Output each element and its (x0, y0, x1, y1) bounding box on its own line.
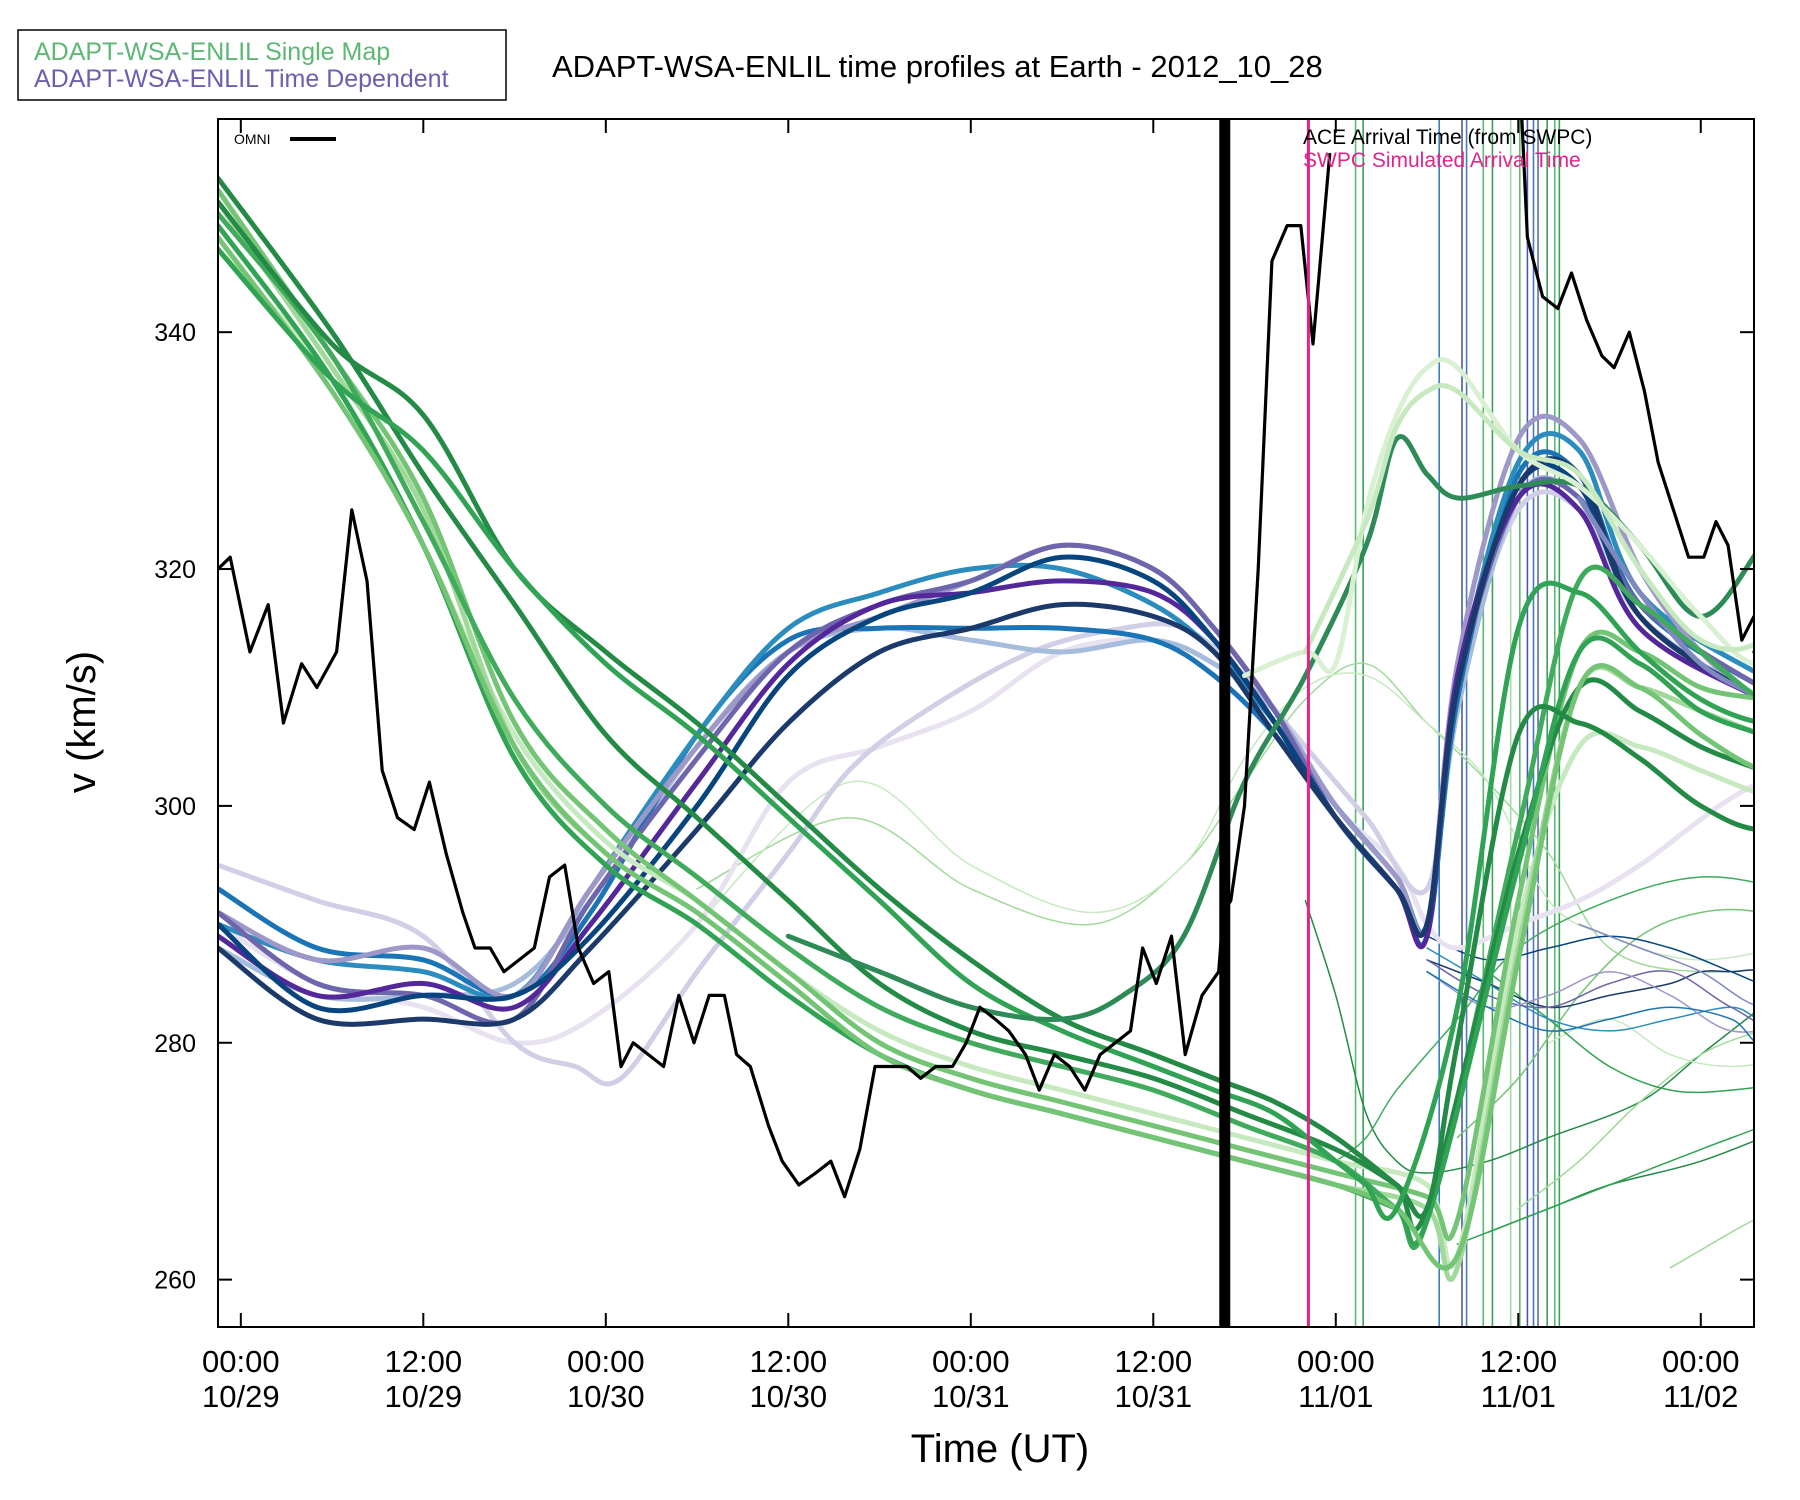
inplot-legend: OMNI ACE Arrival Time (from SWPC) SWPC S… (234, 126, 1592, 172)
series-line-thin-ensemble-29 (1335, 875, 1754, 1162)
series-line-thin-ensemble-30 (1456, 908, 1754, 1139)
axis-ticks: 26028030032034000:0010/2912:0010/2900:00… (154, 119, 1754, 1414)
x-tick-date-7: 11/01 (1481, 1379, 1556, 1414)
series-line-thin-ensemble-27 (696, 672, 1754, 961)
series-line-single-map-16 (218, 187, 1754, 1242)
y-axis-label: v (km/s) (60, 651, 104, 793)
x-tick-time-5: 12:00 (1114, 1344, 1192, 1379)
series-line-single-map-23 (785, 434, 1754, 1022)
x-tick-date-0: 10/29 (202, 1379, 280, 1414)
x-tick-date-4: 10/31 (932, 1379, 1010, 1414)
x-tick-date-3: 10/30 (750, 1379, 828, 1414)
series-line-thin-ensemble-42 (1578, 923, 1754, 1006)
series-line-thin-ensemble-38 (1426, 947, 1754, 1032)
x-tick-date-6: 11/01 (1298, 1379, 1373, 1414)
series-line-thin-ensemble-39 (1426, 959, 1754, 1022)
x-tick-time-3: 12:00 (750, 1344, 828, 1379)
series-layer (218, 119, 1754, 1282)
series-line-time-dependent-12 (218, 456, 1754, 1027)
series-line-omni-1 (1520, 119, 1754, 642)
series-line-time-dependent-13 (1576, 495, 1754, 698)
y-tick-label-280: 280 (154, 1030, 196, 1058)
x-tick-time-6: 00:00 (1297, 1344, 1375, 1379)
x-tick-time-7: 12:00 (1479, 1344, 1557, 1379)
x-tick-time-8: 00:00 (1662, 1344, 1740, 1379)
y-tick-label-260: 260 (154, 1267, 196, 1295)
x-tick-date-2: 10/30 (567, 1379, 645, 1414)
y-tick-label-320: 320 (154, 556, 196, 584)
series-line-thin-ensemble-28 (1304, 899, 1754, 1174)
chart-title: ADAPT-WSA-ENLIL time profiles at Earth -… (552, 49, 1323, 84)
series-line-thin-ensemble-26 (696, 662, 1754, 973)
series-line-omni-0 (218, 152, 1332, 1199)
y-tick-label-300: 300 (154, 793, 196, 821)
y-tick-label-340: 340 (154, 319, 196, 347)
x-tick-time-2: 00:00 (567, 1344, 645, 1379)
omni-legend-label: OMNI (234, 131, 271, 147)
plot-frame (217, 118, 1755, 1328)
x-tick-time-4: 00:00 (932, 1344, 1010, 1379)
series-line-thin-ensemble-34 (1547, 1018, 1754, 1068)
x-tick-date-8: 11/02 (1663, 1379, 1738, 1414)
x-axis-label: Time (UT) (911, 1427, 1089, 1471)
x-tick-date-5: 10/31 (1114, 1379, 1192, 1414)
x-tick-time-0: 00:00 (202, 1344, 280, 1379)
series-line-single-map-25 (1302, 382, 1754, 655)
series-line-thin-ensemble-32 (1456, 1128, 1754, 1245)
swpc-legend-label: SWPC Simulated Arrival Time (1303, 149, 1581, 172)
series-line-single-map-18 (218, 175, 1754, 1233)
legend: ADAPT-WSA-ENLIL Single Map ADAPT-WSA-ENL… (17, 29, 507, 101)
legend-single-map: ADAPT-WSA-ENLIL Single Map (34, 38, 390, 66)
series-line-thin-ensemble-33 (1517, 1032, 1754, 1210)
series-line-thin-ensemble-41 (1426, 970, 1754, 1033)
series-line-single-map-20 (218, 234, 1754, 1271)
series-line-single-map-17 (218, 211, 1754, 1251)
series-line-single-map-24 (1242, 357, 1754, 679)
series-line-thin-ensemble-36 (1487, 970, 1754, 1094)
series-line-thin-ensemble-35 (1669, 1219, 1754, 1269)
series-line-single-map-21 (218, 199, 1754, 1220)
series-line-single-map-14 (218, 246, 1754, 1269)
x-tick-time-1: 12:00 (385, 1344, 463, 1379)
series-line-thin-ensemble-40 (1426, 935, 1754, 983)
series-line-thin-ensemble-43 (1426, 970, 1754, 1042)
ace-legend-label: ACE Arrival Time (from SWPC) (1303, 126, 1592, 149)
series-line-single-map-22 (218, 246, 1754, 1221)
x-tick-date-1: 10/29 (385, 1379, 463, 1414)
legend-frame (17, 29, 507, 101)
legend-time-dependent: ADAPT-WSA-ENLIL Time Dependent (34, 65, 449, 93)
